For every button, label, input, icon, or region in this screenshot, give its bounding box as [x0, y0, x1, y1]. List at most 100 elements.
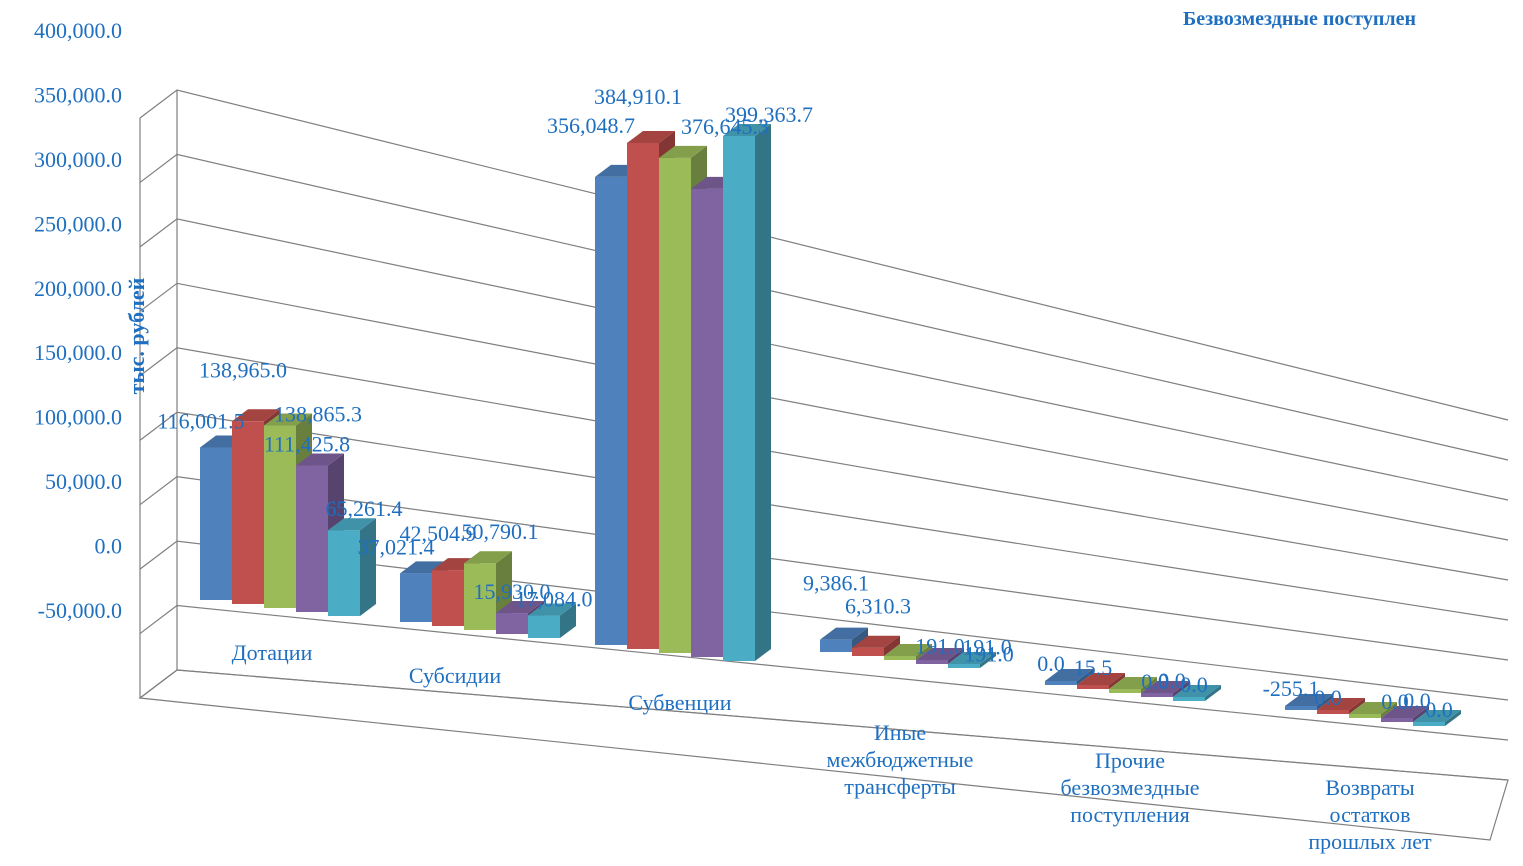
bar-top — [464, 551, 512, 564]
category-label: Возвраты — [1325, 775, 1415, 800]
bar-front — [528, 615, 560, 638]
bar-front — [659, 157, 691, 653]
bar-side — [560, 603, 576, 638]
y-tick-label: 0.0 — [95, 534, 123, 559]
data-label: 0.0 — [1141, 669, 1169, 694]
category-label: Иные — [874, 720, 926, 745]
data-label: 0.0 — [1314, 685, 1342, 710]
bar-side — [1413, 706, 1429, 722]
data-label: 0.0 — [1403, 688, 1431, 713]
bar-side — [1109, 673, 1125, 689]
bar-front — [232, 421, 264, 604]
bar-front — [884, 656, 916, 660]
bar-top — [496, 601, 544, 614]
data-label: 0.0 — [1158, 668, 1186, 693]
bar-side — [755, 123, 771, 662]
bar-front — [400, 573, 432, 622]
bar-top — [884, 644, 932, 656]
bar-front — [1413, 722, 1445, 726]
data-label: 6,310.3 — [845, 594, 911, 619]
bar-top — [1109, 677, 1157, 689]
bar-top — [1173, 685, 1221, 697]
bar-side — [360, 518, 376, 616]
category-label: межбюджетные — [827, 747, 974, 772]
category-label: безвозмездные — [1060, 775, 1199, 800]
bar-top — [1381, 706, 1429, 718]
category-labels: Дотации Субсидии Субвенции Иныемежбюджетные… — [232, 640, 1432, 854]
bar-front — [432, 570, 464, 626]
data-label: 0.0 — [1037, 651, 1065, 676]
bars — [200, 123, 1461, 726]
data-label: 17,084.0 — [516, 587, 593, 612]
bar-top — [264, 413, 312, 426]
bar-top — [948, 652, 996, 664]
bar-side — [1205, 685, 1221, 701]
bar-front — [328, 530, 360, 616]
bar-side — [916, 644, 932, 660]
data-label: 42,504.9 — [400, 521, 477, 546]
bar-top — [820, 627, 868, 640]
bar-front — [1381, 718, 1413, 722]
floor-outline — [138, 669, 1509, 841]
bar-top — [232, 409, 280, 422]
bar-front — [723, 135, 755, 661]
bar-front — [820, 639, 852, 652]
bar-top — [328, 518, 376, 531]
bar-side — [1317, 694, 1333, 710]
data-label: 399,363.7 — [725, 102, 813, 127]
bar-top — [1317, 698, 1365, 710]
chart-title: Безвозмездные поступлен — [1183, 8, 1416, 30]
bar-top — [1285, 694, 1333, 706]
bar-front — [1285, 706, 1317, 710]
data-label: 384,910.1 — [594, 84, 682, 109]
bar-front — [1045, 681, 1077, 685]
gridline — [139, 218, 1509, 501]
y-tick-label: 150,000.0 — [34, 340, 122, 365]
y-tick-label: 50,000.0 — [45, 469, 122, 494]
category-label: Субвенции — [628, 690, 731, 715]
bar-front — [264, 425, 296, 608]
data-label: 138,865.3 — [274, 401, 362, 426]
bar-top — [723, 123, 771, 136]
data-label: 191.0 — [962, 635, 1012, 660]
data-label: 0.0 — [1425, 697, 1453, 722]
category-label: Субсидии — [409, 663, 502, 688]
bar-front — [1141, 693, 1173, 697]
category-label: Прочие — [1095, 748, 1165, 773]
data-label: 0.0 — [1180, 672, 1208, 697]
bar-front — [1109, 689, 1141, 693]
category-label: остатков — [1330, 802, 1411, 827]
bar-side — [1381, 702, 1397, 718]
bar-side — [1141, 677, 1157, 693]
data-label: 15,930.0 — [474, 579, 551, 604]
data-label: 111,425.8 — [264, 432, 350, 457]
data-label: -255.1 — [1263, 676, 1320, 701]
data-label: 50,790.1 — [462, 519, 539, 544]
bar-side — [948, 648, 964, 664]
gridlines — [139, 89, 1509, 781]
bar-side — [1349, 698, 1365, 714]
data-label: 191.0 — [915, 634, 965, 659]
data-label: 356,048.7 — [547, 113, 635, 138]
data-label: 65,261.4 — [326, 496, 403, 521]
bar-side — [1077, 669, 1093, 685]
category-label: поступления — [1070, 802, 1190, 827]
y-axis-ticks: 400,000.0 350,000.0 300,000.0 250,000.0 200,… — [34, 18, 122, 623]
bar-side — [980, 652, 996, 668]
bar-front — [1077, 685, 1109, 689]
bar-side — [1173, 681, 1189, 697]
bar-front — [627, 142, 659, 649]
y-tick-label: 400,000.0 — [34, 18, 122, 43]
bar-top — [1141, 681, 1189, 693]
bar-front — [1349, 714, 1381, 718]
bar-top — [916, 648, 964, 660]
bar-top — [1349, 702, 1397, 714]
bar-front — [916, 660, 948, 664]
category-label: прошлых лет — [1308, 829, 1432, 854]
bar-top — [659, 145, 707, 158]
bar-front — [948, 664, 980, 668]
bar-front — [691, 188, 723, 657]
bar-top — [1045, 669, 1093, 681]
category-label: трансферты — [844, 774, 956, 799]
